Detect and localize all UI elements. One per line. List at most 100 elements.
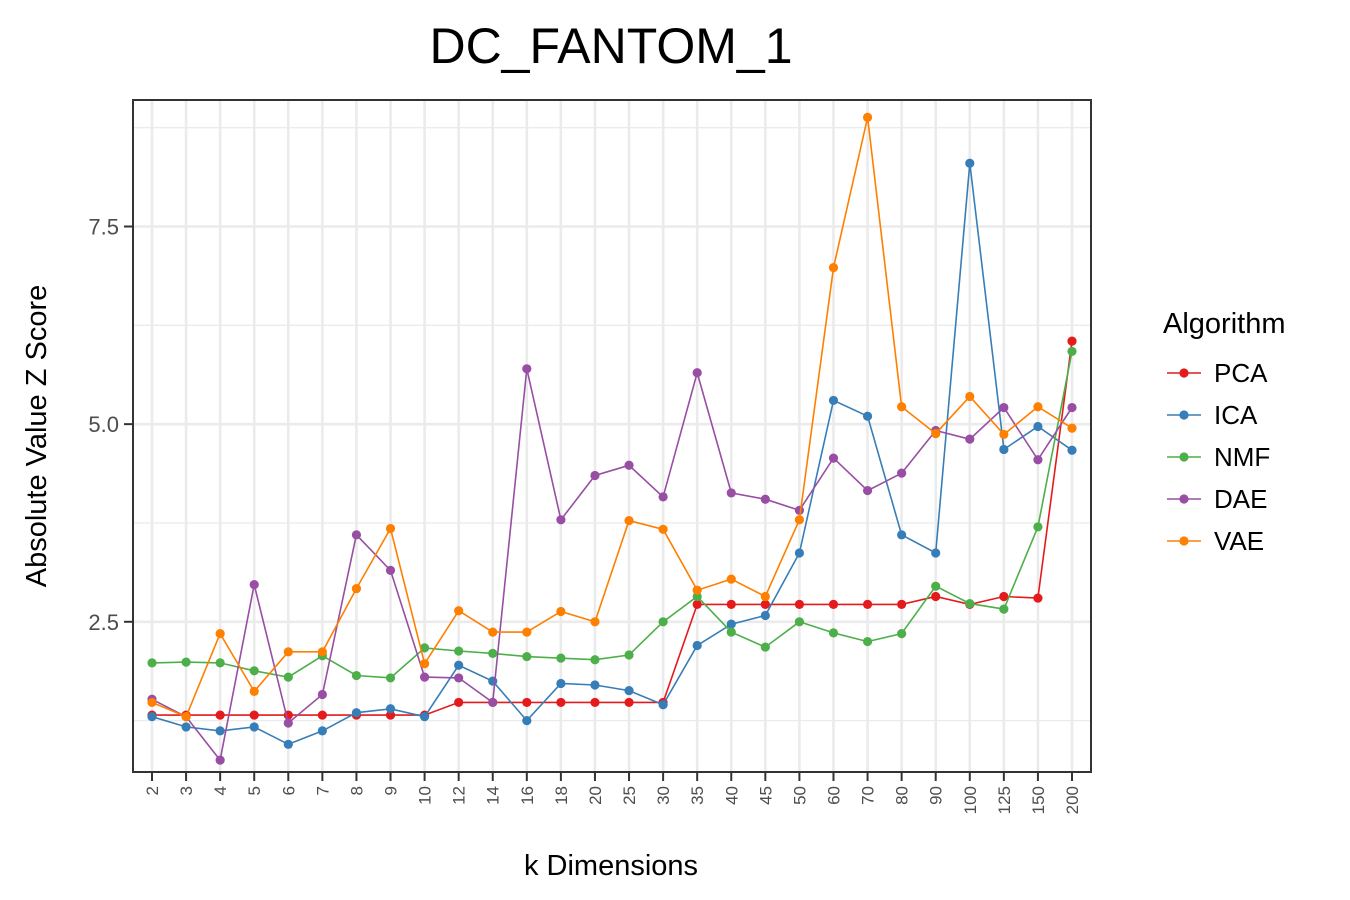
data-point-nmf [828, 628, 839, 638]
data-point-ica [147, 712, 157, 722]
data-point-vae [760, 591, 770, 602]
data-point-ica [283, 739, 293, 749]
x-tick-label: 40 [722, 786, 741, 805]
data-point-ica [931, 548, 941, 558]
plot-panel-border [132, 99, 1092, 773]
series-ica [147, 158, 1077, 749]
data-point-ica [965, 158, 975, 168]
data-point-dae [215, 755, 225, 765]
x-tick-label: 9 [382, 786, 401, 795]
legend-marker-ica [1179, 410, 1189, 420]
data-point-vae [658, 524, 668, 534]
data-point-dae [862, 485, 873, 496]
x-tick-label: 150 [1029, 786, 1048, 814]
series-line-ica [151, 163, 1073, 746]
data-point-vae [931, 429, 941, 439]
data-point-dae [385, 565, 396, 576]
data-point-dae [590, 470, 600, 481]
data-point-vae [726, 574, 736, 584]
y-tick-label: 5.0 [88, 412, 119, 437]
data-point-ica [999, 444, 1009, 455]
data-point-ica [454, 660, 464, 670]
x-tick-label: 7 [313, 786, 332, 795]
x-tick-label: 30 [654, 786, 673, 805]
x-tick-label: 12 [450, 786, 469, 805]
data-point-vae [419, 659, 430, 669]
series-vae [147, 112, 1077, 722]
data-point-nmf [351, 670, 362, 681]
data-point-nmf [931, 581, 941, 591]
data-point-pca [454, 697, 464, 708]
x-axis-title: k Dimensions [524, 850, 698, 882]
data-point-dae [522, 364, 532, 374]
data-point-pca [692, 599, 702, 609]
data-point-dae [828, 453, 839, 463]
data-point-ica [794, 548, 805, 558]
grid-lines [133, 100, 1091, 772]
x-tick-label: 3 [177, 786, 196, 795]
y-axis: 2.5 5.0 7.5 [88, 214, 133, 635]
data-point-nmf [556, 653, 566, 663]
data-point-nmf [488, 648, 498, 659]
x-tick-label: 2 [143, 786, 162, 795]
x-tick-label: 5 [245, 786, 264, 795]
x-tick-label: 90 [927, 786, 946, 805]
data-point-dae [1067, 402, 1077, 413]
data-point-vae [454, 606, 464, 616]
data-point-vae [351, 583, 362, 594]
legend-marker-dae [1179, 494, 1189, 504]
y-tick-label: 2.5 [88, 610, 119, 635]
data-point-nmf [215, 658, 225, 668]
data-point-dae [999, 402, 1009, 413]
data-point-pca [760, 599, 770, 609]
chart-title: DC_FANTOM_1 [429, 18, 792, 74]
x-tick-label: 45 [756, 786, 775, 805]
data-point-vae [590, 617, 600, 627]
data-point-vae [385, 523, 396, 534]
data-point-pca [931, 591, 941, 602]
x-tick-label: 70 [859, 786, 878, 805]
x-tick-label: 8 [347, 786, 366, 795]
data-point-vae [794, 515, 805, 525]
data-point-ica [624, 685, 634, 696]
data-point-nmf [794, 617, 805, 627]
data-point-vae [522, 627, 532, 637]
data-point-pca [556, 697, 566, 708]
data-point-pca [897, 599, 907, 609]
data-point-ica [658, 700, 668, 710]
x-axis: 2 3 4 5 6 7 8 9 10 12 14 16 18 20 25 30 35 40 45 50 60 70 80 90… [143, 772, 1082, 814]
data-point-ica [760, 610, 770, 621]
y-tick-label: 7.5 [88, 214, 119, 239]
data-point-nmf [249, 666, 259, 676]
x-tick-label: 200 [1063, 786, 1082, 814]
series-lines [147, 112, 1077, 765]
data-point-vae [1067, 423, 1077, 433]
data-point-dae [897, 468, 907, 478]
data-point-vae [147, 697, 157, 708]
data-point-nmf [760, 642, 770, 652]
data-point-vae [828, 263, 839, 273]
legend-label-nmf: NMF [1214, 442, 1270, 472]
data-point-ica [692, 640, 702, 651]
data-point-pca [590, 697, 600, 708]
data-point-pca [215, 710, 225, 720]
legend-marker-nmf [1179, 452, 1189, 462]
data-point-ica [828, 395, 839, 406]
x-tick-label: 20 [586, 786, 605, 805]
data-point-pca [862, 599, 873, 609]
data-point-ica [1067, 445, 1077, 455]
data-point-nmf [590, 655, 600, 665]
data-point-dae [1033, 455, 1043, 465]
data-point-ica [317, 726, 327, 736]
data-point-ica [385, 704, 396, 714]
data-point-nmf [419, 643, 430, 653]
data-point-nmf [181, 657, 191, 667]
data-point-vae [215, 629, 225, 639]
data-point-nmf [999, 604, 1009, 614]
data-point-nmf [897, 629, 907, 639]
data-point-nmf [726, 627, 736, 637]
data-point-dae [454, 673, 464, 683]
data-point-pca [999, 591, 1009, 602]
x-tick-label: 50 [790, 786, 809, 805]
